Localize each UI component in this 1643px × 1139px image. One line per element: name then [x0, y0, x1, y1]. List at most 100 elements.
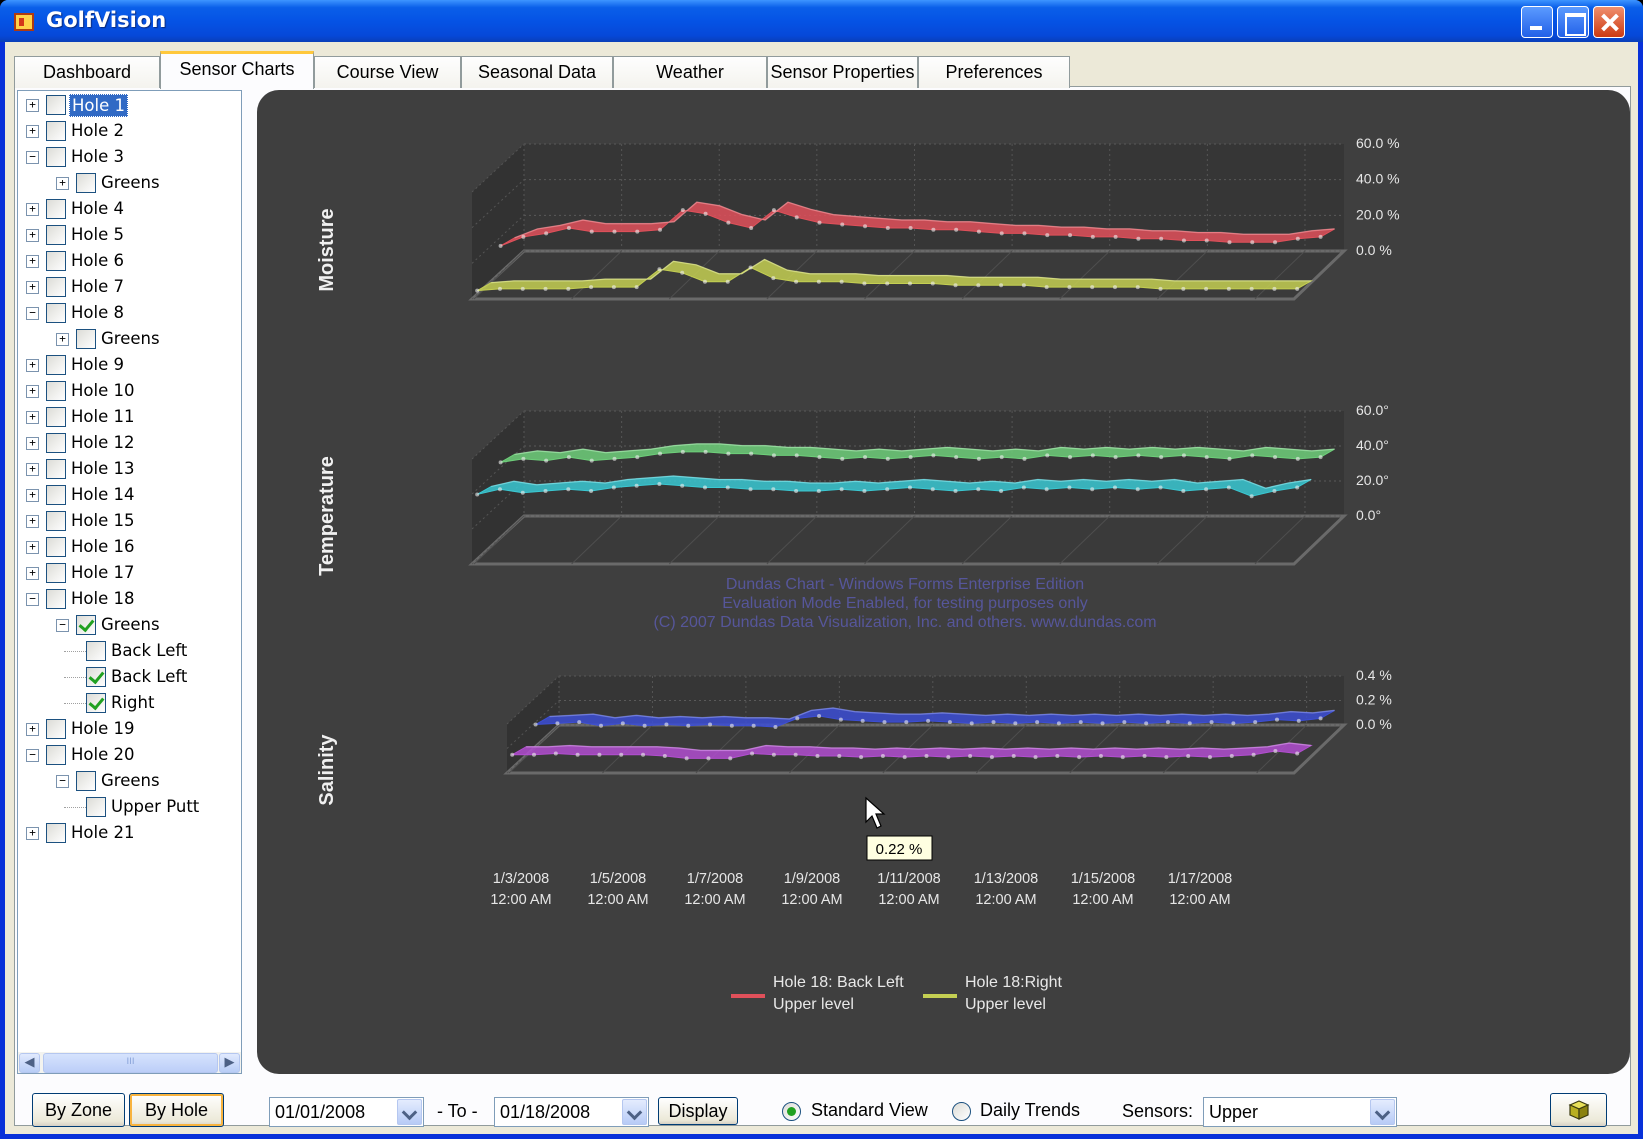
node-checkbox[interactable] [46, 147, 66, 167]
sensors-dropdown[interactable]: Upper [1203, 1097, 1397, 1127]
tree-node-label[interactable]: Back Left [111, 641, 188, 660]
node-checkbox[interactable] [46, 745, 66, 765]
tree-node[interactable]: − Greens [18, 614, 241, 638]
expand-plus-icon[interactable]: + [26, 463, 39, 476]
tab-weather[interactable]: Weather [613, 56, 767, 88]
expand-plus-icon[interactable]: + [26, 229, 39, 242]
tree-node-label[interactable]: Hole 7 [71, 277, 124, 296]
node-checkbox[interactable] [46, 381, 66, 401]
by-zone-button[interactable]: By Zone [32, 1093, 125, 1127]
tree-node-label[interactable]: Hole 10 [71, 381, 135, 400]
tab-dashboard[interactable]: Dashboard [14, 56, 160, 88]
tree-node-label[interactable]: Hole 9 [71, 355, 124, 374]
tree-node-label[interactable]: Hole 21 [71, 823, 135, 842]
tree-node-label[interactable]: Hole 16 [71, 537, 135, 556]
tab-seasonal-data[interactable]: Seasonal Data [461, 56, 613, 88]
hole-tree-view[interactable]: + Hole 1 + Hole 2− Hole 3 + Greens + Hole 4 + Hole… [17, 90, 242, 1074]
tree-node-label[interactable]: Greens [101, 771, 160, 790]
node-checkbox[interactable] [86, 797, 106, 817]
expand-plus-icon[interactable]: + [26, 723, 39, 736]
tree-node[interactable]: − Hole 3 [18, 146, 241, 170]
tree-node[interactable]: + Hole 2 [18, 120, 241, 144]
tree-node[interactable]: − Greens [18, 770, 241, 794]
expand-plus-icon[interactable]: + [26, 541, 39, 554]
tree-node[interactable]: Back Left [18, 640, 241, 664]
node-checkbox[interactable] [76, 615, 96, 635]
tree-node-label[interactable]: Hole 12 [71, 433, 135, 452]
tree-node[interactable]: + Hole 4 [18, 198, 241, 222]
standard-view-radio[interactable] [782, 1102, 801, 1121]
scroll-left-arrow-icon[interactable]: ◀ [19, 1053, 40, 1073]
node-checkbox[interactable] [46, 537, 66, 557]
from-date-picker[interactable]: 01/01/2008 [269, 1097, 424, 1127]
collapse-minus-icon[interactable]: − [56, 775, 69, 788]
tree-node[interactable]: + Hole 13 [18, 458, 241, 482]
node-checkbox[interactable] [86, 667, 106, 687]
node-checkbox[interactable] [76, 173, 96, 193]
tab-preferences[interactable]: Preferences [918, 56, 1070, 88]
tree-node-label[interactable]: Greens [101, 615, 160, 634]
tab-course-view[interactable]: Course View [314, 56, 461, 88]
expand-plus-icon[interactable]: + [26, 203, 39, 216]
maximize-button[interactable] [1557, 6, 1589, 38]
tree-node-label[interactable]: Hole 6 [71, 251, 124, 270]
node-checkbox[interactable] [46, 719, 66, 739]
tree-node-label[interactable]: Hole 20 [71, 745, 135, 764]
node-checkbox[interactable] [46, 589, 66, 609]
tree-node-label[interactable]: Hole 3 [71, 147, 124, 166]
node-checkbox[interactable] [46, 511, 66, 531]
minimize-button[interactable] [1521, 6, 1553, 38]
tree-node[interactable]: Right [18, 692, 241, 716]
tree-node[interactable]: + Hole 5 [18, 224, 241, 248]
close-button[interactable] [1593, 6, 1625, 38]
tree-node[interactable]: + Hole 16 [18, 536, 241, 560]
node-checkbox[interactable] [46, 355, 66, 375]
node-checkbox[interactable] [46, 303, 66, 323]
tree-node-label[interactable]: Hole 11 [71, 407, 135, 426]
daily-trends-radio[interactable] [952, 1102, 971, 1121]
scroll-right-arrow-icon[interactable]: ▶ [219, 1053, 240, 1073]
tab-sensor-charts[interactable]: Sensor Charts [160, 51, 314, 89]
tree-node[interactable]: + Greens [18, 328, 241, 352]
tree-node[interactable]: + Hole 19 [18, 718, 241, 742]
node-checkbox[interactable] [46, 823, 66, 843]
to-date-picker[interactable]: 01/18/2008 [494, 1097, 649, 1127]
tree-node-label[interactable]: Hole 1 [69, 94, 128, 117]
tab-sensor-properties[interactable]: Sensor Properties [767, 56, 918, 88]
tree-node-label[interactable]: Hole 4 [71, 199, 124, 218]
tree-node-label[interactable]: Hole 2 [71, 121, 124, 140]
expand-plus-icon[interactable]: + [26, 567, 39, 580]
tree-node-label[interactable]: Hole 5 [71, 225, 124, 244]
title-bar[interactable]: GolfVision [0, 0, 1643, 42]
tree-node[interactable]: + Hole 1 [18, 94, 241, 118]
tree-node[interactable]: + Hole 14 [18, 484, 241, 508]
tree-node-label[interactable]: Greens [101, 329, 160, 348]
chevron-down-icon[interactable] [397, 1099, 422, 1125]
tree-node-label[interactable]: Back Left [111, 667, 188, 686]
node-checkbox[interactable] [46, 199, 66, 219]
tree-node[interactable]: − Hole 8 [18, 302, 241, 326]
tree-node[interactable]: + Hole 10 [18, 380, 241, 404]
collapse-minus-icon[interactable]: − [26, 151, 39, 164]
scroll-thumb[interactable]: III [43, 1053, 218, 1073]
node-checkbox[interactable] [46, 407, 66, 427]
tree-node[interactable]: + Hole 9 [18, 354, 241, 378]
tree-node[interactable]: + Greens [18, 172, 241, 196]
display-button[interactable]: Display [658, 1097, 738, 1125]
tree-node[interactable]: + Hole 12 [18, 432, 241, 456]
tree-node-label[interactable]: Upper Putt [111, 797, 200, 816]
daily-trends-label[interactable]: Daily Trends [980, 1100, 1081, 1120]
tree-node-label[interactable]: Hole 18 [71, 589, 135, 608]
tree-node-label[interactable]: Right [111, 693, 155, 712]
tree-node-label[interactable]: Hole 15 [71, 511, 135, 530]
collapse-minus-icon[interactable]: − [56, 619, 69, 632]
tree-node[interactable]: + Hole 7 [18, 276, 241, 300]
collapse-minus-icon[interactable]: − [26, 749, 39, 762]
tree-node[interactable]: Back Left [18, 666, 241, 690]
node-checkbox[interactable] [46, 121, 66, 141]
expand-plus-icon[interactable]: + [26, 385, 39, 398]
tree-node-label[interactable]: Hole 8 [71, 303, 124, 322]
expand-plus-icon[interactable]: + [26, 281, 39, 294]
node-checkbox[interactable] [46, 433, 66, 453]
node-checkbox[interactable] [76, 771, 96, 791]
